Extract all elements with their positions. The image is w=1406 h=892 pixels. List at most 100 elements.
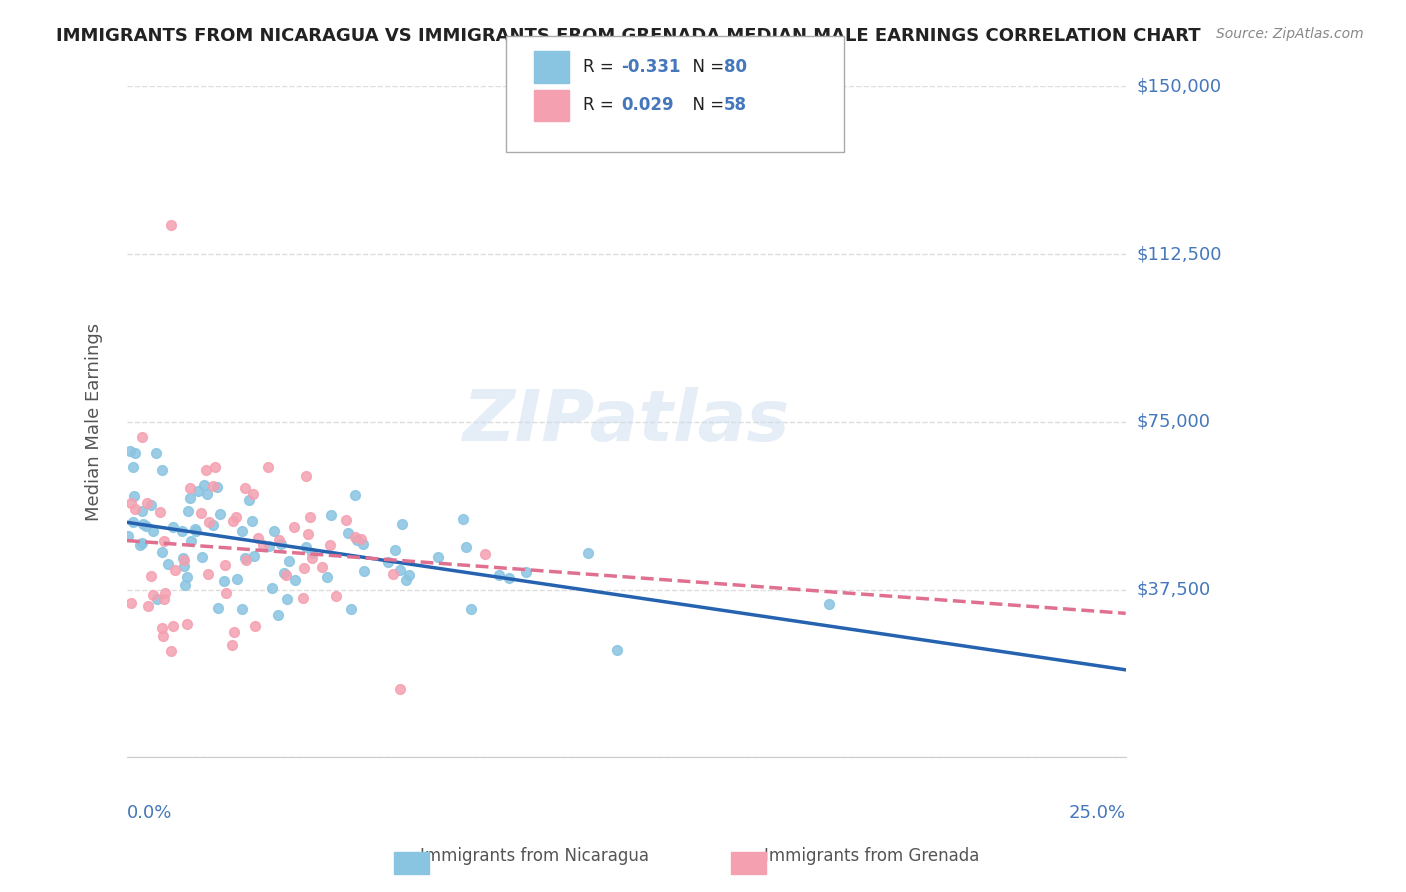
Point xyxy=(186,484,208,499)
Point xyxy=(153,533,176,548)
Point xyxy=(233,481,256,495)
Point xyxy=(231,601,253,615)
Point xyxy=(389,681,412,696)
Point xyxy=(122,489,145,503)
Point xyxy=(231,524,253,538)
Point xyxy=(190,549,212,564)
Point xyxy=(238,492,260,507)
Point xyxy=(235,553,257,567)
Point xyxy=(349,533,371,547)
Point xyxy=(156,558,179,572)
Point xyxy=(160,218,183,232)
Point xyxy=(225,510,247,524)
Point xyxy=(262,581,284,595)
Point xyxy=(301,551,323,566)
Point xyxy=(173,553,195,567)
Point xyxy=(325,589,347,603)
Point xyxy=(395,574,418,588)
Point xyxy=(124,502,146,516)
Point xyxy=(316,570,339,584)
Point xyxy=(224,624,246,639)
Point xyxy=(149,505,172,519)
Point xyxy=(257,460,280,475)
Point xyxy=(335,513,357,527)
Point xyxy=(153,586,176,600)
Point xyxy=(170,524,193,538)
Text: $150,000: $150,000 xyxy=(1137,78,1222,95)
Text: 0.029: 0.029 xyxy=(621,96,673,114)
Point xyxy=(377,555,399,569)
Point xyxy=(488,567,510,582)
Point xyxy=(391,516,413,531)
Point xyxy=(142,588,165,602)
Point xyxy=(297,527,319,541)
Point xyxy=(124,446,146,460)
Point xyxy=(179,491,201,505)
Point xyxy=(205,480,228,494)
Point xyxy=(295,540,318,554)
Point xyxy=(426,549,449,564)
Point xyxy=(150,622,173,636)
Text: $112,500: $112,500 xyxy=(1137,245,1222,263)
Point xyxy=(195,487,218,501)
Text: Immigrants from Grenada: Immigrants from Grenada xyxy=(763,847,980,865)
Point xyxy=(193,478,215,492)
Text: $37,500: $37,500 xyxy=(1137,581,1211,599)
Point xyxy=(252,538,274,552)
Point xyxy=(136,496,159,510)
Point xyxy=(576,545,599,559)
Point xyxy=(163,563,186,577)
Point xyxy=(259,539,281,553)
Point xyxy=(454,540,477,554)
Point xyxy=(276,592,298,607)
Point xyxy=(346,533,368,548)
Point xyxy=(295,469,318,483)
Point xyxy=(129,538,152,552)
Text: 0.0%: 0.0% xyxy=(127,805,173,822)
Point xyxy=(292,591,315,605)
Point xyxy=(117,528,139,542)
Point xyxy=(139,569,162,583)
Point xyxy=(194,463,217,477)
Point xyxy=(177,504,200,518)
Point xyxy=(460,602,482,616)
Point xyxy=(176,570,198,584)
Point xyxy=(204,460,226,475)
Point xyxy=(197,566,219,581)
Point xyxy=(226,572,249,586)
Point xyxy=(120,596,142,610)
Text: R =: R = xyxy=(583,58,620,76)
Point xyxy=(384,543,406,558)
Text: N =: N = xyxy=(682,96,730,114)
Text: N =: N = xyxy=(682,58,730,76)
Point xyxy=(179,481,201,495)
Point xyxy=(131,430,153,444)
Point xyxy=(382,566,405,581)
Text: $75,000: $75,000 xyxy=(1137,413,1211,431)
Text: Immigrants from Nicaragua: Immigrants from Nicaragua xyxy=(420,847,648,865)
Point xyxy=(120,496,142,510)
Point xyxy=(292,561,315,575)
Point xyxy=(270,536,292,550)
Point xyxy=(242,549,264,563)
Point xyxy=(207,601,229,615)
Point xyxy=(162,520,184,534)
Point xyxy=(215,586,238,600)
Text: 80: 80 xyxy=(724,58,747,76)
Point xyxy=(131,535,153,549)
Point xyxy=(515,565,537,579)
Point xyxy=(245,619,267,633)
Point xyxy=(301,546,323,560)
Point xyxy=(817,598,839,612)
Point xyxy=(145,592,167,607)
Point xyxy=(214,558,236,573)
Point xyxy=(176,617,198,632)
Point xyxy=(150,545,173,559)
Text: 58: 58 xyxy=(724,96,747,114)
Point xyxy=(180,534,202,549)
Point xyxy=(209,508,232,522)
Point xyxy=(299,510,322,524)
Point xyxy=(336,525,359,540)
Point xyxy=(389,563,412,577)
Text: -0.331: -0.331 xyxy=(621,58,681,76)
